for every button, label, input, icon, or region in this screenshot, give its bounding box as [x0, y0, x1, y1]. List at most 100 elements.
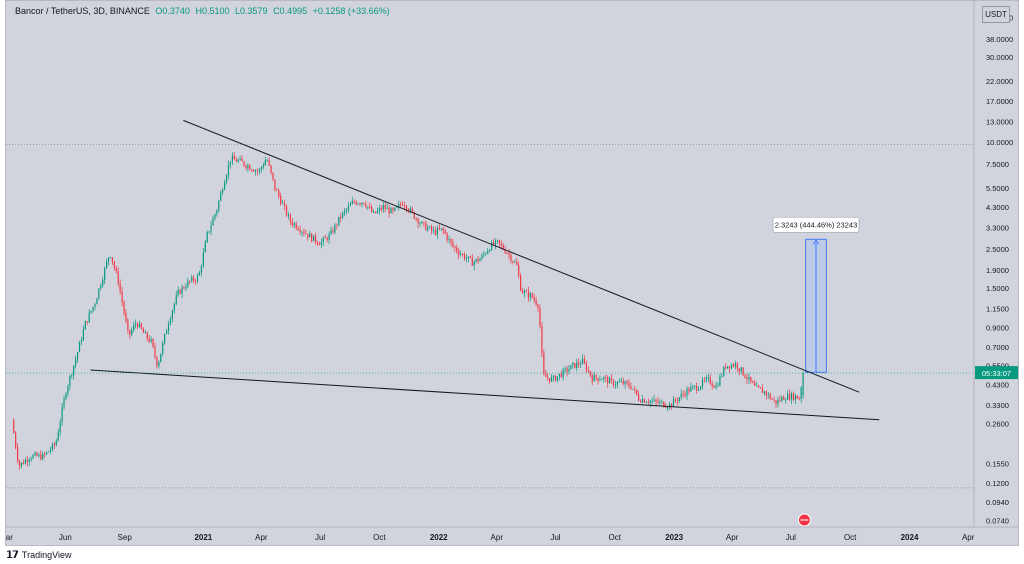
- price-tick-label: 0.4300: [986, 381, 1009, 390]
- candle-body: [392, 208, 394, 211]
- price-axis[interactable]: 50.000038.000030.000022.000017.000013.00…: [975, 14, 1018, 526]
- currency-button[interactable]: USDT: [982, 6, 1010, 23]
- candle-body: [195, 280, 197, 282]
- candle-body: [96, 298, 98, 305]
- price-tick-label: 1.5000: [986, 284, 1009, 293]
- candle-body: [148, 338, 150, 342]
- candle-body: [471, 257, 473, 266]
- candle-body: [754, 382, 756, 386]
- candle-body: [382, 205, 384, 210]
- candle-body: [113, 262, 115, 268]
- candle-body: [587, 370, 589, 372]
- candle-body: [357, 203, 359, 205]
- price-tick-label: 0.9000: [986, 324, 1009, 333]
- candle-body: [605, 377, 607, 379]
- candle-body: [106, 261, 108, 269]
- candle-body: [787, 393, 789, 400]
- candle-body: [521, 290, 524, 294]
- candle-body: [42, 453, 44, 460]
- brand-label: TradingView: [21, 550, 72, 560]
- candle-body: [477, 258, 479, 262]
- candle-body: [394, 207, 396, 211]
- candle-body: [690, 387, 692, 392]
- support-line: [90, 369, 880, 421]
- candle-body: [539, 308, 541, 326]
- candle-body: [669, 403, 671, 408]
- candle-body: [734, 363, 736, 367]
- candle-body: [249, 165, 251, 170]
- candle-body: [467, 256, 469, 259]
- candles: [13, 152, 804, 470]
- candle-body: [262, 165, 264, 168]
- candle-body: [622, 381, 624, 385]
- candle-body: [723, 366, 725, 376]
- candle-body: [293, 223, 295, 225]
- candle-body: [558, 373, 560, 377]
- candle-body: [620, 381, 622, 382]
- candle-body: [295, 223, 297, 229]
- candle-body: [316, 241, 319, 244]
- candle-body: [481, 255, 483, 260]
- candle-body: [742, 367, 744, 376]
- candle-body: [146, 332, 148, 339]
- candle-body: [324, 237, 326, 239]
- candle-body: [253, 170, 255, 172]
- candle-body: [107, 257, 110, 262]
- candle-body: [541, 325, 543, 354]
- candle-body: [222, 189, 224, 193]
- candle-body: [663, 401, 665, 407]
- candle-body: [371, 207, 373, 212]
- candle-body: [303, 231, 305, 234]
- candle-body: [463, 254, 466, 259]
- candle-body: [767, 394, 769, 396]
- time-axis[interactable]: Mar Jun Sep 2021 Apr Jul Oct 2022 Apr Jul Oct 2023 A…: [6, 533, 975, 542]
- time-tick-label: 2022: [430, 533, 448, 542]
- candle-body: [214, 214, 216, 219]
- price-chart-svg[interactable]: 2.3243 (444.46%) 23243 50.000038.000030.…: [6, 1, 1018, 545]
- candle-body: [380, 207, 382, 210]
- candle-body: [473, 261, 475, 266]
- candle-body: [187, 280, 189, 288]
- candle-body: [123, 302, 125, 313]
- candle-body: [591, 375, 593, 382]
- candle-body: [578, 362, 580, 365]
- candle-body: [624, 381, 626, 385]
- candle-body: [374, 211, 377, 214]
- candle-body: [152, 338, 154, 347]
- candle-body: [38, 454, 40, 456]
- candle-body: [413, 211, 415, 219]
- time-tick-label: Apr: [962, 533, 975, 542]
- candle-body: [237, 159, 239, 162]
- candle-body: [369, 206, 371, 208]
- candle-body: [630, 386, 632, 389]
- candle-body: [421, 221, 423, 224]
- candle-body: [730, 364, 733, 369]
- candle-body: [568, 369, 570, 372]
- candle-body: [775, 400, 777, 405]
- candle-body: [276, 189, 278, 191]
- candle-body: [686, 388, 688, 396]
- candle-body: [241, 158, 243, 162]
- candle-body: [22, 462, 25, 464]
- candle-body: [492, 242, 495, 245]
- candle-body: [504, 249, 506, 253]
- chart-pane[interactable]: 2.3243 (444.46%) 23243 50.000038.000030.…: [5, 0, 1019, 546]
- candle-body: [672, 399, 675, 407]
- candle-body: [320, 241, 322, 246]
- candle-body: [576, 362, 578, 368]
- candle-body: [719, 376, 721, 386]
- candle-body: [133, 325, 135, 331]
- candle-body: [390, 208, 392, 214]
- candle-body: [305, 233, 307, 235]
- tradingview-logo-icon: 𝟭𝟳: [6, 549, 19, 561]
- candle-body: [378, 207, 380, 211]
- measure-arrowhead: [812, 239, 820, 245]
- candle-body: [599, 379, 601, 381]
- candle-body: [643, 399, 646, 403]
- candle-body: [781, 397, 783, 401]
- candle-body: [92, 306, 94, 311]
- candle-body: [55, 440, 57, 446]
- candle-body: [94, 304, 96, 307]
- candle-body: [417, 218, 419, 224]
- candle-body: [90, 310, 92, 313]
